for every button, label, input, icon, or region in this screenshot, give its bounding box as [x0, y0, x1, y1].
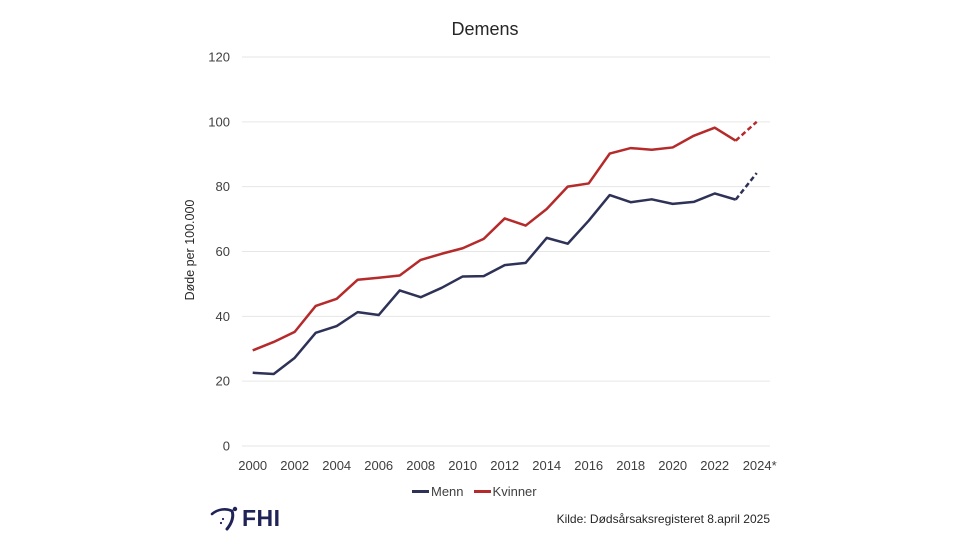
- data-point-kvinner-2003: [315, 305, 317, 307]
- y-axis-label: Døde per 100.000: [183, 199, 197, 301]
- data-point-kvinner-2019: [651, 149, 653, 151]
- x-axis-ticks: 2000 2002 2004 2006 2008 2010 2012 2014 2016 2018…: [238, 458, 776, 473]
- data-point-menn-2011: [483, 275, 485, 277]
- gridlines: [242, 56, 770, 447]
- data-point-menn-2021: [693, 201, 695, 203]
- data-point-menn-2007: [399, 289, 401, 291]
- data-point-kvinner-2005: [357, 279, 359, 281]
- x-tick-label: 2016: [574, 458, 603, 473]
- fhi-logo: FHI: [210, 505, 281, 532]
- x-tick-label: 2012: [490, 458, 519, 473]
- data-point-kvinner-2009: [441, 253, 443, 255]
- data-point-kvinner-2011: [483, 238, 485, 240]
- data-point-kvinner-2013: [525, 224, 527, 226]
- y-tick-label: 100: [208, 114, 230, 129]
- data-point-menn-2014: [546, 237, 548, 239]
- y-tick-label: 60: [216, 244, 230, 259]
- data-point-kvinner-2020: [672, 146, 674, 148]
- data-point-kvinner-2018: [630, 147, 632, 149]
- x-tick-label: 2002: [280, 458, 309, 473]
- data-point-menn-2020: [672, 203, 674, 205]
- legend-swatch-menn: [412, 490, 429, 493]
- data-point-kvinner-2016: [588, 182, 590, 184]
- series-lines: [252, 120, 758, 376]
- data-point-menn-2024: [756, 172, 758, 174]
- data-point-menn-2003: [315, 332, 317, 334]
- data-point-menn-2015: [567, 243, 569, 245]
- source-note: Kilde: Dødsårsaksregisteret 8.april 2025: [556, 512, 770, 526]
- data-point-kvinner-2017: [609, 152, 611, 154]
- x-tick-label: 2000: [238, 458, 267, 473]
- fhi-logo-text: FHI: [242, 505, 281, 531]
- data-point-kvinner-2002: [294, 331, 296, 333]
- y-tick-label: 0: [223, 439, 230, 454]
- series-line-dashed-kvinner: [734, 120, 758, 142]
- y-tick-label: 120: [208, 50, 230, 65]
- legend-swatch-kvinner: [473, 490, 491, 493]
- x-tick-label: 2018: [616, 458, 645, 473]
- data-point-kvinner-2023: [735, 139, 737, 141]
- chart-title: Demens: [451, 19, 519, 39]
- data-point-kvinner-2022: [714, 126, 716, 128]
- data-point-menn-2001: [273, 373, 275, 375]
- data-point-menn-2016: [588, 220, 590, 222]
- x-tick-label: 2022: [700, 458, 729, 473]
- data-point-menn-2023: [735, 198, 737, 200]
- data-point-kvinner-2024: [756, 121, 758, 123]
- fhi-logo-icon: [210, 506, 238, 530]
- data-point-menn-2012: [504, 264, 506, 266]
- y-axis-ticks: 0 20 40 60 80 100 120: [208, 50, 230, 454]
- data-point-menn-2022: [714, 192, 716, 194]
- legend-label-menn: Menn: [431, 484, 464, 499]
- legend-item-menn: Menn: [412, 484, 464, 499]
- y-tick-label: 20: [216, 374, 230, 389]
- x-tick-label: 2004: [322, 458, 351, 473]
- series-line-menn: [252, 192, 737, 376]
- legend-item-kvinner: Kvinner: [473, 484, 537, 499]
- data-point-kvinner-2001: [273, 341, 275, 343]
- data-point-menn-2013: [525, 262, 527, 264]
- x-tick-label: 2008: [406, 458, 435, 473]
- x-tick-label: 2014: [532, 458, 561, 473]
- data-point-kvinner-2004: [336, 298, 338, 300]
- data-point-kvinner-2015: [567, 185, 569, 187]
- data-point-menn-2019: [651, 198, 653, 200]
- y-tick-label: 80: [216, 179, 230, 194]
- data-point-kvinner-2008: [420, 259, 422, 261]
- legend: Menn Kvinner: [412, 484, 547, 499]
- data-point-menn-2005: [357, 311, 359, 313]
- data-point-kvinner-2012: [504, 217, 506, 219]
- data-point-menn-2009: [441, 287, 443, 289]
- data-point-menn-2000: [252, 372, 254, 374]
- data-point-menn-2006: [378, 314, 380, 316]
- x-tick-label: 2020: [658, 458, 687, 473]
- data-point-kvinner-2021: [693, 135, 695, 137]
- data-point-menn-2004: [336, 325, 338, 327]
- x-tick-label: 2024*: [743, 458, 777, 473]
- data-point-kvinner-2006: [378, 277, 380, 279]
- data-point-kvinner-2014: [546, 208, 548, 210]
- series-line-kvinner: [252, 126, 737, 352]
- x-tick-label: 2010: [448, 458, 477, 473]
- data-point-menn-2010: [462, 275, 464, 277]
- legend-label-kvinner: Kvinner: [492, 484, 537, 499]
- data-point-menn-2017: [609, 194, 611, 196]
- data-point-menn-2018: [630, 201, 632, 203]
- data-point-kvinner-2010: [462, 247, 464, 249]
- data-point-menn-2002: [294, 357, 296, 359]
- series-line-dashed-menn: [734, 172, 758, 201]
- x-tick-label: 2006: [364, 458, 393, 473]
- y-tick-label: 40: [216, 309, 230, 324]
- data-point-menn-2008: [420, 296, 422, 298]
- data-point-kvinner-2007: [399, 274, 401, 276]
- data-point-kvinner-2000: [252, 349, 254, 351]
